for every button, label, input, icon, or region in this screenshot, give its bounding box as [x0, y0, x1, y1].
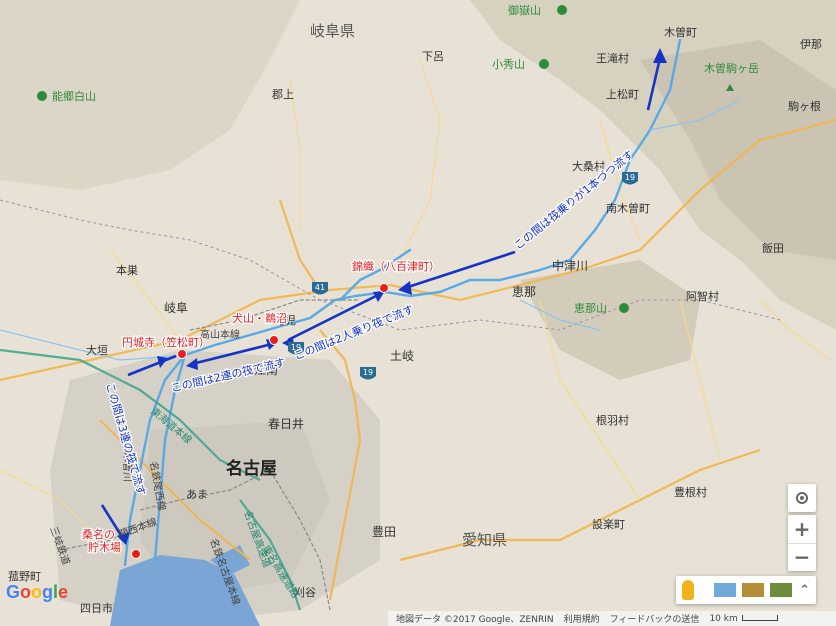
place-okuwa: 大桑村	[572, 159, 605, 173]
place-shitara: 設楽町	[592, 517, 625, 531]
place-gifu: 岐阜	[164, 301, 188, 315]
place-ogaki: 大垣	[86, 343, 108, 357]
mountain-ena: 恵那山	[574, 301, 607, 315]
crosshair-icon	[796, 492, 808, 504]
zoom-out-button[interactable]: −	[793, 545, 811, 570]
place-toyota: 豊田	[372, 525, 396, 539]
place-kiso: 木曽町	[664, 25, 697, 39]
place-nagiso: 南木曽町	[606, 201, 650, 215]
mountain-ontake: 御嶽山	[508, 3, 541, 17]
google-logo-text: Google	[6, 582, 69, 602]
svg-text:19: 19	[363, 368, 373, 377]
place-gero: 下呂	[422, 50, 444, 63]
route-badge-19-east: 19	[288, 342, 304, 355]
mountain-kisokoma: 木曽駒ヶ岳	[704, 61, 759, 75]
place-gujo: 郡上	[272, 88, 294, 101]
place-otaki: 王滝村	[596, 51, 629, 65]
point-kasamatsu[interactable]	[177, 349, 187, 359]
label-kisogawa: 木曽川	[121, 452, 134, 482]
route-badge-19-south: 19	[360, 367, 376, 380]
map-footer: 地図データ ©2017 Google、ZENRIN 利用規約 フィードバックの送…	[388, 611, 836, 626]
place-neba: 根羽村	[596, 413, 629, 427]
svg-text:19: 19	[625, 173, 635, 182]
feedback-link[interactable]: フィードバックの送信	[609, 615, 700, 625]
label-gifu-pref: 岐阜県	[310, 22, 355, 40]
arrow-kasamatsu	[191, 342, 273, 366]
map-data-attribution: 地図データ ©2017 Google、ZENRIN	[396, 615, 554, 625]
place-kani: 可児	[274, 314, 296, 327]
place-achi: 阿智村	[686, 289, 719, 303]
scale-label: 10 km	[709, 614, 778, 624]
place-yokkaichi: 四日市	[80, 601, 113, 615]
label-nagoya: 名古屋	[226, 458, 277, 479]
layer-control: ⌃	[676, 576, 816, 604]
label-kasamatsu: 円城寺（笠松町）	[122, 335, 210, 349]
zoom-control: + −	[788, 515, 816, 571]
svg-text:41: 41	[315, 283, 325, 292]
place-ena: 恵那	[512, 285, 536, 299]
place-toki: 土岐	[390, 349, 414, 363]
label-yaotsu: 錦織（八百津町）	[352, 259, 440, 273]
terms-link[interactable]: 利用規約	[563, 615, 600, 625]
point-kuwana[interactable]	[131, 549, 141, 559]
point-inuyama[interactable]	[269, 335, 279, 345]
arrow-yaotsu	[404, 250, 516, 290]
route-badge-41: 41	[312, 282, 328, 295]
map-layer-icon[interactable]	[714, 583, 736, 597]
mountain-nogohaku: 能郷白山	[52, 89, 96, 103]
arrow-enjoji-upper	[127, 354, 177, 377]
label-takayama-line: 高山本線	[200, 328, 240, 341]
place-kariya: 刈谷	[294, 586, 316, 599]
place-nakatsugawa: 中津川	[552, 258, 588, 273]
label-kuwana: 桑名の 貯木場	[82, 527, 121, 554]
place-ina: 伊那	[800, 38, 822, 51]
zoom-in-button[interactable]: +	[788, 515, 816, 544]
place-toyone: 豊根村	[674, 485, 707, 499]
place-iida: 飯田	[762, 241, 784, 255]
label-aichi-pref: 愛知県	[462, 531, 507, 549]
arrow-kuwana	[100, 504, 126, 541]
arrow-inuyama	[287, 292, 381, 342]
place-komono: 菰野町	[8, 570, 41, 583]
arrow-kiso-upper	[646, 57, 662, 111]
svg-text:19: 19	[291, 343, 301, 352]
place-ama: あま	[186, 488, 208, 501]
label-inuyama: 犬山・鵜沼	[232, 311, 287, 325]
mountain-kohide: 小秀山	[492, 58, 525, 71]
satellite-layer-icon[interactable]	[770, 583, 792, 597]
place-komagane: 駒ヶ根	[788, 99, 821, 113]
pegman-icon[interactable]	[682, 580, 694, 600]
google-logo[interactable]: Google	[6, 582, 68, 603]
terrain-layer-icon[interactable]	[742, 583, 764, 597]
place-agematsu: 上松町	[606, 87, 639, 101]
place-konan: 江南	[254, 362, 278, 377]
expand-icon[interactable]: ⌃	[799, 582, 810, 598]
place-kasugai: 春日井	[268, 417, 304, 431]
location-button[interactable]	[788, 484, 816, 512]
place-motosu: 本巣	[116, 263, 138, 277]
point-yaotsu[interactable]	[379, 283, 389, 293]
route-badge-19-north: 19	[622, 172, 638, 185]
